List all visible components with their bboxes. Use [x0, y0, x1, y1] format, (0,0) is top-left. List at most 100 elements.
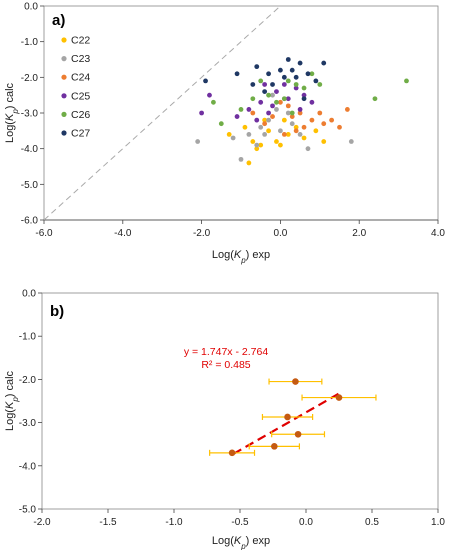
panel-b-y-tick-label: 0.0	[22, 289, 36, 300]
data-point	[404, 78, 409, 84]
data-point	[230, 135, 236, 141]
panel-b-x-axis-title: Log(Kp) exp	[212, 535, 270, 550]
data-point	[309, 99, 315, 105]
data-point	[329, 117, 335, 123]
data-point	[285, 78, 291, 84]
data-point	[207, 92, 212, 98]
panel-b-y-tick-label: -3.0	[19, 418, 37, 429]
data-point	[195, 139, 201, 144]
data-point	[262, 89, 268, 94]
panel-a-x-tick-label: -2.0	[193, 228, 211, 239]
panel-b-y-tick-label: -5.0	[19, 505, 37, 516]
data-point	[309, 71, 315, 77]
data-point	[317, 110, 323, 116]
data-point	[250, 96, 256, 102]
data-point	[301, 135, 307, 141]
legend-marker	[61, 74, 67, 80]
data-point	[234, 114, 240, 119]
data-point	[254, 117, 260, 123]
data-point	[242, 124, 248, 130]
data-point	[254, 146, 260, 152]
data-point	[270, 103, 275, 109]
data-point	[258, 124, 264, 130]
panel-a-label: a)	[52, 12, 65, 29]
data-point	[321, 139, 327, 144]
data-point	[281, 117, 287, 123]
data-point	[274, 99, 279, 105]
data-point	[278, 128, 283, 134]
panel-b-y-tick-label: -1.0	[19, 332, 37, 343]
panel-a-y-tick-label: -5.0	[21, 180, 39, 191]
data-point	[266, 110, 271, 116]
panel-b-y-axis-title: Log(Kp) calc	[4, 370, 20, 431]
panel-a-x-ticks: -6.0 -4.0 -2.0 0.0 2.0 4.0	[35, 220, 445, 239]
series-c27	[203, 57, 327, 102]
data-point	[262, 132, 268, 137]
panel-a-reference-line	[43, 5, 281, 221]
data-point	[293, 82, 299, 87]
panel-b-x-tick-label: -0.5	[231, 517, 249, 528]
data-point	[266, 128, 271, 134]
data-point	[293, 124, 299, 130]
data-point	[285, 103, 291, 109]
data-point	[258, 142, 264, 148]
data-point	[301, 96, 307, 102]
data-point	[254, 64, 260, 70]
data-point-group	[248, 443, 300, 450]
data-point	[271, 443, 278, 450]
legend-label: C26	[71, 109, 90, 121]
panel-b-points	[209, 378, 377, 457]
data-point	[309, 117, 315, 123]
data-point	[281, 132, 287, 137]
legend-label: C27	[71, 128, 90, 140]
legend-label: C24	[71, 72, 90, 84]
data-point	[258, 99, 264, 105]
series-c24	[250, 99, 350, 137]
panel-a-x-tick-label: -6.0	[35, 228, 53, 239]
data-point	[285, 96, 291, 102]
panel-a-x-tick-label: 4.0	[431, 228, 445, 239]
data-point	[211, 99, 216, 105]
panel-a-y-tick-label: -3.0	[21, 109, 39, 120]
data-point	[289, 67, 295, 73]
data-point	[301, 85, 307, 91]
data-point	[321, 60, 327, 66]
data-point	[226, 132, 232, 137]
data-point	[234, 71, 240, 77]
legend-marker	[61, 130, 67, 136]
data-point	[297, 107, 303, 112]
data-point	[301, 124, 307, 130]
data-point	[305, 146, 311, 152]
panel-b-y-tick-label: -4.0	[19, 461, 37, 472]
data-point	[218, 121, 224, 127]
panel-a-y-tick-label: -1.0	[21, 37, 39, 48]
data-point	[199, 110, 205, 116]
data-point	[266, 92, 271, 98]
panel-a-x-axis-title: Log(Kp) exp	[212, 249, 270, 265]
data-point	[335, 394, 343, 401]
legend-label: C23	[71, 53, 90, 65]
data-point	[258, 78, 264, 84]
data-point	[305, 71, 311, 77]
data-point	[292, 378, 299, 385]
data-point	[293, 85, 299, 91]
data-point	[284, 413, 291, 421]
legend-marker	[61, 37, 67, 43]
panel-b-x-tick-label: -1.5	[99, 517, 117, 528]
data-point	[348, 139, 354, 144]
series-c22	[226, 117, 327, 166]
panel-b-x-tick-label: 0.0	[299, 517, 313, 528]
data-point	[262, 117, 268, 123]
panel-b-x-tick-label: -1.0	[165, 517, 183, 528]
data-point	[321, 121, 327, 127]
data-point	[289, 121, 295, 127]
panel-a-x-tick-label: 0.0	[273, 228, 287, 239]
data-point	[228, 449, 236, 457]
data-point	[270, 82, 275, 87]
panel-b-y-tick-label: -2.0	[19, 375, 37, 386]
panel-a-y-tick-label: -6.0	[21, 216, 39, 227]
data-point	[285, 57, 291, 62]
data-point	[372, 96, 378, 102]
data-point-group	[209, 449, 256, 457]
legend-marker	[61, 111, 67, 117]
